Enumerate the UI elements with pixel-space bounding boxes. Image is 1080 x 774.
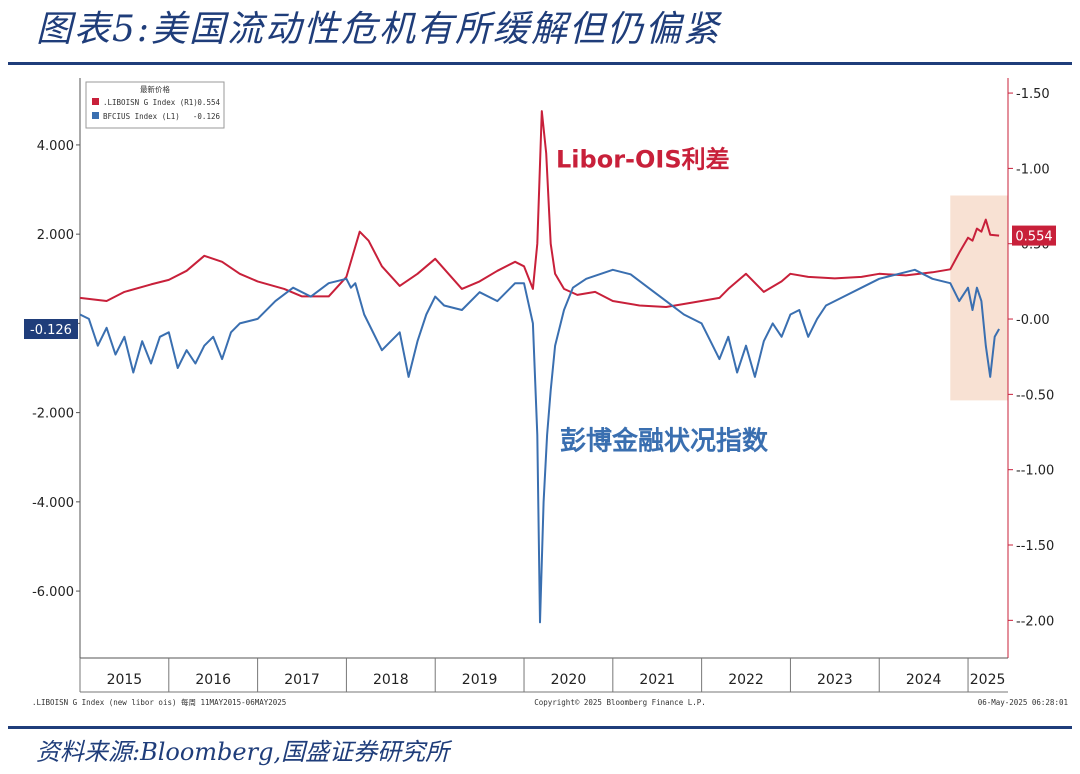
left-tick-label: -4.000	[32, 496, 74, 511]
right-tick-label: --2.00	[1016, 614, 1054, 629]
year-label: 2019	[462, 672, 498, 688]
liquidity-chart: 4.000 2.000 -2.000 -4.000 -6.000 -1.50 -1.00 -0…	[24, 78, 1068, 707]
source-rule	[8, 726, 1072, 729]
year-label: 2021	[639, 672, 675, 688]
year-label: 2017	[284, 672, 320, 688]
year-label: 2023	[817, 672, 853, 688]
bfci-annotation: 彭博金融状况指数	[560, 425, 769, 456]
libor-last-value-text: 0.554	[1015, 230, 1052, 245]
source-note: 资料来源:Bloomberg,国盛证券研究所	[36, 738, 450, 766]
footer-timestamp: 06-May-2025 06:28:01	[978, 698, 1068, 707]
legend-value-bfci: -0.126	[193, 112, 221, 121]
right-tick-label: -0.00	[1016, 313, 1050, 328]
right-tick-label: --1.00	[1016, 464, 1054, 479]
legend: 最新价格 .LIBOISN G Index (R1) 0.554 BFCIUS …	[85, 81, 225, 129]
bfci-last-value-tag	[24, 319, 78, 340]
year-label: 2022	[728, 672, 764, 688]
footer-left: .LIBOISN G Index (new libor ois) 每周 11MA…	[32, 697, 286, 707]
left-tick-label: 4.000	[37, 139, 74, 154]
recent-highlight-box	[950, 195, 1008, 401]
legend-header: 最新价格	[140, 84, 170, 94]
figure-title: 图表5:美国流动性危机有所缓解但仍偏紧	[36, 9, 722, 50]
right-tick-label: -1.50	[1016, 87, 1050, 102]
legend-swatch-bfci	[92, 112, 99, 119]
legend-label-libor: .LIBOISN G Index (R1)	[103, 98, 198, 107]
right-tick-label: --0.50	[1016, 388, 1054, 403]
left-tick-label: -2.000	[32, 407, 74, 422]
year-label: 2024	[906, 672, 942, 688]
libor-last-value-tag	[1012, 225, 1056, 246]
bfci-last-value-text: -0.126	[30, 323, 72, 338]
right-tick-label: -1.00	[1016, 162, 1050, 177]
bfci-line	[79, 268, 1000, 624]
right-tick-label: --1.50	[1016, 539, 1054, 554]
libor-annotation: Libor-OIS利差	[556, 145, 730, 173]
left-tick-label: 2.000	[37, 228, 74, 243]
legend-swatch-libor	[92, 98, 99, 105]
legend-label-bfci: BFCIUS Index (L1)	[103, 112, 180, 121]
year-label: 2025	[970, 672, 1006, 688]
legend-value-libor: 0.554	[197, 98, 220, 107]
left-tick-label: -6.000	[32, 585, 74, 600]
year-label: 2018	[373, 672, 409, 688]
year-label: 2020	[551, 672, 587, 688]
libor-ois-line	[79, 110, 1000, 308]
title-rule	[8, 62, 1072, 65]
footer-copyright: Copyright© 2025 Bloomberg Finance L.P.	[534, 698, 706, 707]
year-label: 2015	[107, 672, 143, 688]
year-label: 2016	[195, 672, 231, 688]
